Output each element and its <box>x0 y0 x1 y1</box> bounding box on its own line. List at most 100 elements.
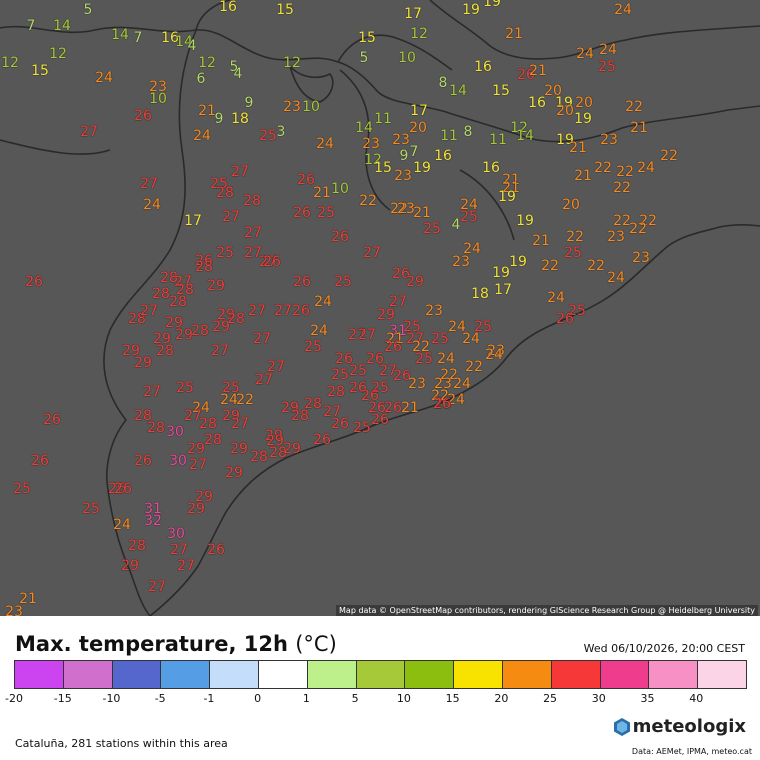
station-value: 21 <box>198 103 216 119</box>
station-value: 24 <box>485 347 503 363</box>
station-value: 26 <box>335 351 353 367</box>
station-value: 26 <box>31 453 49 469</box>
station-value: 23 <box>434 376 452 392</box>
station-value: 21 <box>505 26 523 42</box>
station-value: 29 <box>212 319 230 335</box>
station-value: 28 <box>128 311 146 327</box>
station-value: 28 <box>327 384 345 400</box>
color-scale-swatch <box>258 661 308 688</box>
station-value: 22 <box>625 99 643 115</box>
color-scale-swatch <box>405 661 455 688</box>
station-value: 19 <box>516 213 534 229</box>
station-value: 27 <box>184 408 202 424</box>
meteologix-logo-icon <box>613 717 630 736</box>
station-value: 9 <box>399 148 409 164</box>
station-value: 25 <box>434 396 452 412</box>
color-scale-tick: 25 <box>543 692 558 705</box>
station-value: 21 <box>529 63 547 79</box>
station-value: 23 <box>632 250 650 266</box>
station-value: 29 <box>122 343 140 359</box>
station-value: 27 <box>170 542 188 558</box>
station-value: 24 <box>316 136 334 152</box>
station-value: 22 <box>613 180 631 196</box>
station-value: 16 <box>219 0 237 15</box>
station-value: 25 <box>259 128 277 144</box>
station-value: 29 <box>222 408 240 424</box>
station-value: 26 <box>433 396 451 412</box>
color-scale-tick: 35 <box>640 692 655 705</box>
station-value: 15 <box>358 30 376 46</box>
color-scale-tick: -20 <box>5 692 23 705</box>
station-value: 23 <box>425 303 443 319</box>
station-value: 29 <box>195 489 213 505</box>
station-value: 29 <box>281 400 299 416</box>
station-value: 28 <box>304 396 322 412</box>
station-value: 9 <box>214 111 224 127</box>
station-value: 12 <box>510 120 528 136</box>
station-value: 27 <box>143 384 161 400</box>
station-value: 26 <box>517 67 535 83</box>
station-value: 28 <box>156 343 174 359</box>
station-value: 25 <box>568 303 586 319</box>
station-value: 22 <box>236 392 254 408</box>
station-value: 28 <box>147 420 165 436</box>
color-scale-tick: 15 <box>445 692 460 705</box>
station-value: 21 <box>386 331 404 347</box>
station-value: 18 <box>471 286 489 302</box>
color-scale-tick: 30 <box>591 692 606 705</box>
station-value: 29 <box>265 428 283 444</box>
station-value: 25 <box>564 245 582 261</box>
station-value: 29 <box>225 465 243 481</box>
station-value: 23 <box>149 79 167 95</box>
map-attribution[interactable]: Map data © OpenStreetMap contributors, r… <box>336 605 758 616</box>
station-value: 26 <box>114 481 132 497</box>
station-value: 4 <box>233 66 243 82</box>
station-value: 20 <box>562 197 580 213</box>
station-value: 5 <box>83 2 93 18</box>
brand-logo[interactable]: meteologix <box>613 716 746 737</box>
station-value: 28 <box>195 259 213 275</box>
color-scale-swatch <box>63 661 113 688</box>
station-value: 17 <box>404 6 422 22</box>
station-value: 4 <box>451 217 461 233</box>
station-value: 28 <box>128 538 146 554</box>
station-value: 26 <box>292 303 310 319</box>
station-value: 21 <box>574 168 592 184</box>
station-value: 22 <box>431 388 449 404</box>
station-value: 26 <box>371 412 389 428</box>
station-value: 15 <box>276 2 294 18</box>
station-value: 23 <box>362 136 380 152</box>
station-value: 11 <box>489 132 507 148</box>
temperature-map[interactable]: 5 16 15 17 19 19 24 7 14 14 7 16 14 4 15 12 21 12 12 15 12 5 4… <box>0 0 760 616</box>
color-scale-swatch <box>551 661 601 688</box>
station-value: 27 <box>379 363 397 379</box>
station-value: 28 <box>199 416 217 432</box>
station-value: 21 <box>313 185 331 201</box>
station-value: 23 <box>408 376 426 392</box>
station-value: 28 <box>152 286 170 302</box>
color-scale-tick: -15 <box>53 692 72 705</box>
station-value: 10 <box>149 91 167 107</box>
station-value: 24 <box>220 392 238 408</box>
station-value: 24 <box>314 294 332 310</box>
station-value: 10 <box>302 99 320 115</box>
station-value: 21 <box>401 400 419 416</box>
color-scale-tick: 10 <box>396 692 411 705</box>
station-value: 20 <box>409 120 427 136</box>
color-scale-swatch <box>502 661 552 688</box>
station-value: 24 <box>453 376 471 392</box>
station-value: 22 <box>390 201 408 217</box>
station-value: 27 <box>140 303 158 319</box>
station-value: 22 <box>541 258 559 274</box>
station-value: 24 <box>437 351 455 367</box>
station-value: 24 <box>599 42 617 58</box>
station-value: 28 <box>269 445 287 461</box>
station-value: 25 <box>222 380 240 396</box>
station-value: 23 <box>394 168 412 184</box>
stations-caption: Cataluña, 281 stations within this area <box>15 737 228 750</box>
station-value: 26 <box>368 400 386 416</box>
station-value: 14 <box>111 27 129 43</box>
station-value: 19 <box>492 265 510 281</box>
color-scale-swatch <box>112 661 162 688</box>
station-value: 26 <box>195 253 213 269</box>
